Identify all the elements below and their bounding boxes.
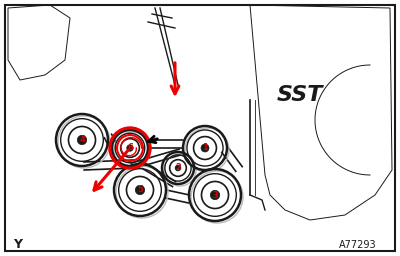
Circle shape bbox=[135, 185, 145, 195]
Text: 6: 6 bbox=[127, 144, 133, 153]
Text: 3: 3 bbox=[212, 190, 218, 199]
Text: 5: 5 bbox=[137, 186, 143, 195]
Circle shape bbox=[201, 144, 209, 152]
Circle shape bbox=[77, 135, 87, 145]
Text: Y: Y bbox=[14, 238, 22, 251]
Circle shape bbox=[210, 190, 220, 200]
Circle shape bbox=[175, 165, 181, 171]
Text: 4: 4 bbox=[79, 135, 85, 144]
Text: 2: 2 bbox=[175, 164, 181, 173]
Text: SST: SST bbox=[277, 85, 323, 105]
Text: 1: 1 bbox=[202, 144, 208, 153]
Circle shape bbox=[127, 145, 133, 151]
Text: A77293: A77293 bbox=[339, 240, 377, 250]
